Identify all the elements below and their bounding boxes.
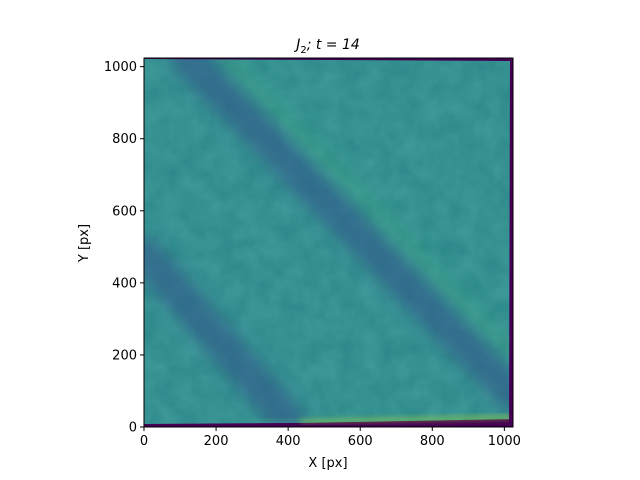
x-tick-label: 600 [348, 434, 373, 449]
x-tick-label: 1000 [488, 434, 521, 449]
heatmap-texture [144, 58, 513, 427]
title-sub: 2 [300, 45, 306, 56]
y-tick-label: 400 [112, 276, 137, 291]
x-tick-label: 200 [204, 434, 229, 449]
y-tick-label: 200 [112, 348, 137, 363]
y-axis-label: Y [px] [77, 224, 92, 263]
title-rest: ; t = 14 [307, 37, 360, 53]
x-tick-label: 800 [420, 434, 445, 449]
title-main: J [293, 37, 300, 53]
bottom-bright-edge [300, 415, 513, 423]
axes-frame [143, 57, 514, 428]
heatmap-bands [144, 58, 513, 427]
x-tick-label: 400 [276, 434, 301, 449]
x-axis-label: X [px] [308, 456, 347, 471]
band-1 [144, 237, 306, 427]
chart-title: J2; t = 14 [293, 37, 360, 56]
top-dark-edge [144, 58, 513, 61]
bottom-dark-wedge [144, 419, 513, 427]
band-2 [221, 58, 513, 360]
right-dark-edge [509, 58, 513, 427]
y-axis: 0 200 400 600 800 1000 [104, 60, 144, 436]
x-tick-label: 0 [140, 434, 148, 449]
band-0 [170, 58, 513, 412]
y-tick-label: 800 [112, 132, 137, 147]
y-tick-label: 1000 [104, 60, 137, 75]
y-tick-label: 600 [112, 204, 137, 219]
y-tick-label: 0 [129, 421, 137, 436]
x-axis: 0 200 400 600 800 1000 [140, 427, 521, 449]
heatmap-image [144, 58, 513, 427]
